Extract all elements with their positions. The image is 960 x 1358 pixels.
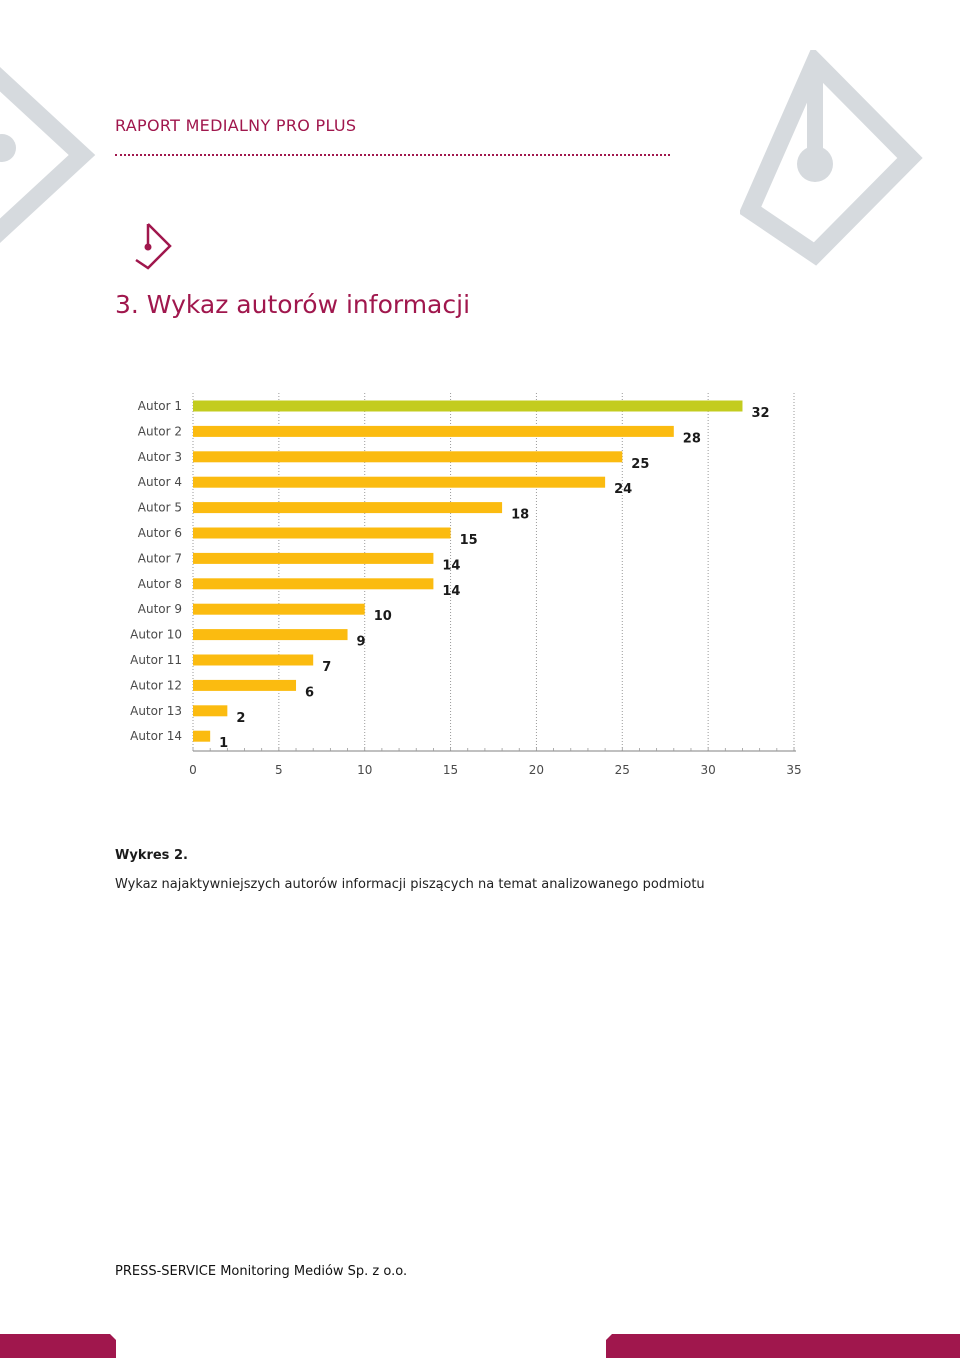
category-label: Autor 11 — [130, 653, 182, 667]
report-header-title: RAPORT MEDIALNY PRO PLUS — [115, 116, 357, 135]
category-label: Autor 12 — [130, 678, 182, 692]
category-label: Autor 3 — [138, 450, 182, 464]
value-label: 2 — [236, 711, 245, 726]
decorative-clock-shape-right — [740, 50, 923, 266]
value-label: 15 — [460, 533, 478, 548]
value-label: 32 — [751, 406, 769, 421]
value-label: 7 — [322, 660, 331, 675]
value-label: 1 — [219, 736, 228, 751]
value-label: 10 — [374, 609, 392, 624]
bar — [193, 451, 623, 463]
bar — [193, 502, 503, 514]
bar — [193, 578, 434, 590]
value-label: 18 — [511, 508, 529, 523]
clock-diamond-icon — [135, 223, 172, 270]
bar — [193, 705, 228, 717]
bar — [193, 629, 348, 641]
x-tick-label: 35 — [786, 763, 801, 777]
category-label: Autor 13 — [130, 704, 182, 718]
footer-bar-left — [0, 1334, 116, 1358]
bar — [193, 476, 606, 488]
category-label: Autor 6 — [138, 526, 182, 540]
category-label: Autor 1 — [138, 399, 182, 413]
value-label: 24 — [614, 482, 632, 497]
decorative-clock-shape-left — [0, 66, 96, 244]
bar — [193, 654, 314, 666]
category-label: Autor 4 — [138, 475, 182, 489]
value-label: 9 — [357, 635, 366, 650]
value-label: 14 — [442, 584, 460, 599]
x-tick-label: 25 — [615, 763, 630, 777]
value-label: 14 — [442, 558, 460, 573]
category-label: Autor 5 — [138, 501, 182, 515]
bar — [193, 552, 434, 564]
x-tick-label: 30 — [701, 763, 716, 777]
bar — [193, 425, 674, 437]
chart-caption-text: Wykaz najaktywniejszych autorów informac… — [115, 877, 705, 892]
value-label: 6 — [305, 685, 314, 700]
footer-bar-right — [606, 1334, 960, 1358]
section-title: 3. Wykaz autorów informacji — [115, 290, 471, 319]
bar — [193, 730, 211, 742]
bar — [193, 603, 365, 615]
x-tick-label: 15 — [443, 763, 458, 777]
category-label: Autor 2 — [138, 424, 182, 438]
value-label: 25 — [631, 457, 649, 472]
bar — [193, 400, 743, 412]
category-label: Autor 9 — [138, 602, 182, 616]
category-label: Autor 14 — [130, 729, 182, 743]
header-divider — [115, 154, 670, 156]
category-label: Autor 7 — [138, 551, 182, 565]
chart-caption-title: Wykres 2. — [115, 848, 188, 863]
value-label: 28 — [683, 431, 701, 446]
bar — [193, 679, 297, 691]
x-tick-label: 5 — [275, 763, 283, 777]
category-label: Autor 10 — [130, 628, 182, 642]
x-tick-label: 20 — [529, 763, 544, 777]
footer-company: PRESS-SERVICE Monitoring Mediów Sp. z o.… — [115, 1264, 408, 1279]
bar — [193, 527, 451, 539]
category-label: Autor 8 — [138, 577, 182, 591]
x-tick-label: 10 — [357, 763, 372, 777]
x-tick-label: 0 — [189, 763, 197, 777]
